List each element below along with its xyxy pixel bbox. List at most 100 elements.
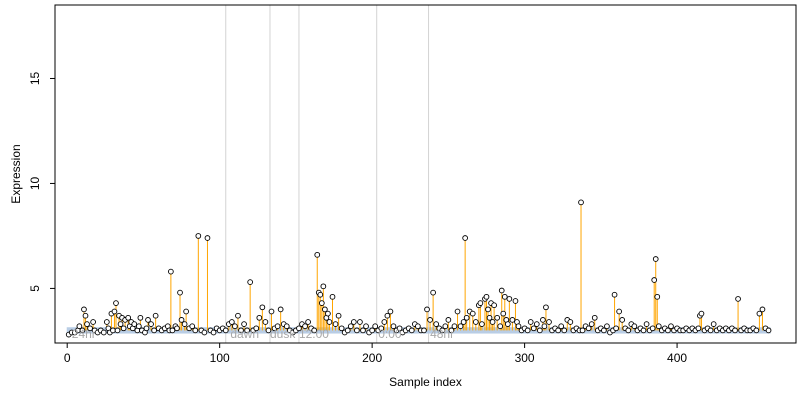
annotation-1: dawn bbox=[230, 327, 259, 341]
data-point-141 bbox=[433, 321, 440, 327]
data-point-191 bbox=[555, 327, 561, 334]
data-point-162 bbox=[486, 314, 493, 321]
data-point-121 bbox=[372, 323, 379, 330]
data-point-10 bbox=[90, 319, 96, 325]
data-point-246 bbox=[707, 327, 714, 334]
data-point-137 bbox=[421, 327, 427, 334]
data-point-94 bbox=[302, 323, 308, 330]
x-tick-label-2: 200 bbox=[362, 351, 382, 365]
y-tick-label-1: 10 bbox=[28, 176, 42, 190]
data-point-181 bbox=[527, 319, 534, 325]
data-point-180 bbox=[524, 327, 531, 334]
data-point-79 bbox=[256, 314, 263, 321]
data-point-222 bbox=[643, 321, 650, 327]
data-point-21 bbox=[113, 300, 119, 306]
y-tick-label-0: 5 bbox=[28, 285, 42, 292]
annotations-group: 24hr dawn dusk 12:00 0:00 48hr bbox=[72, 327, 454, 341]
data-point-195 bbox=[567, 319, 574, 325]
data-point-126 bbox=[387, 308, 394, 315]
data-point-214 bbox=[619, 317, 626, 323]
data-point-55 bbox=[183, 308, 189, 315]
data-point-39 bbox=[145, 317, 151, 323]
data-point-149 bbox=[457, 323, 464, 330]
data-point-152 bbox=[463, 314, 470, 321]
data-point-213 bbox=[616, 308, 622, 315]
data-point-42 bbox=[152, 312, 159, 319]
data-point-78 bbox=[253, 325, 260, 332]
data-point-265 bbox=[765, 327, 772, 334]
data-point-135 bbox=[415, 323, 421, 330]
data-point-15 bbox=[103, 319, 110, 325]
data-point-110 bbox=[338, 325, 345, 332]
data-point-53 bbox=[178, 317, 185, 323]
data-point-101 bbox=[318, 300, 325, 306]
data-point-57 bbox=[189, 323, 196, 330]
data-point-208 bbox=[604, 323, 610, 330]
data-point-26 bbox=[120, 325, 127, 332]
data-point-144 bbox=[442, 323, 449, 330]
data-point-165 bbox=[491, 302, 497, 309]
data-point-20 bbox=[111, 308, 118, 315]
data-point-166 bbox=[494, 314, 501, 321]
data-point-124 bbox=[381, 319, 388, 325]
data-point-86 bbox=[277, 306, 284, 313]
data-point-48 bbox=[168, 268, 174, 275]
data-point-58 bbox=[192, 327, 199, 334]
data-point-173 bbox=[506, 296, 513, 302]
data-point-227 bbox=[654, 293, 661, 300]
data-point-167 bbox=[497, 323, 504, 330]
data-point-147 bbox=[451, 323, 458, 330]
data-point-133 bbox=[408, 327, 415, 334]
data-point-140 bbox=[430, 289, 436, 296]
data-point-114 bbox=[350, 319, 357, 325]
data-point-40 bbox=[148, 321, 154, 327]
spikes-group bbox=[78, 202, 763, 331]
data-point-41 bbox=[151, 327, 157, 334]
data-point-125 bbox=[384, 312, 391, 319]
data-point-4 bbox=[76, 323, 83, 330]
plot-frame bbox=[54, 4, 797, 344]
data-point-207 bbox=[601, 327, 607, 334]
data-point-202 bbox=[585, 325, 592, 332]
data-point-151 bbox=[462, 235, 468, 241]
data-point-192 bbox=[558, 323, 565, 330]
data-point-218 bbox=[631, 323, 638, 330]
data-point-262 bbox=[756, 310, 763, 317]
data-point-9 bbox=[87, 325, 93, 332]
data-point-139 bbox=[427, 317, 433, 323]
data-point-95 bbox=[305, 319, 311, 325]
data-point-34 bbox=[136, 323, 142, 330]
data-point-168 bbox=[498, 287, 505, 294]
data-point-80 bbox=[259, 304, 266, 311]
data-point-103 bbox=[322, 306, 328, 313]
data-point-158 bbox=[479, 321, 485, 327]
data-point-19 bbox=[110, 327, 116, 334]
data-point-183 bbox=[533, 321, 540, 327]
data-point-97 bbox=[311, 327, 318, 334]
data-point-186 bbox=[541, 323, 548, 330]
data-point-200 bbox=[579, 327, 586, 334]
data-point-64 bbox=[210, 329, 217, 336]
data-point-170 bbox=[501, 293, 508, 300]
data-point-7 bbox=[82, 312, 89, 319]
data-point-28 bbox=[125, 314, 132, 321]
data-point-51 bbox=[174, 325, 180, 332]
points-group bbox=[65, 199, 772, 338]
data-point-187 bbox=[543, 304, 549, 311]
data-point-98 bbox=[314, 251, 321, 258]
data-point-228 bbox=[655, 323, 662, 330]
data-point-154 bbox=[469, 310, 476, 317]
data-point-70 bbox=[229, 319, 235, 325]
data-point-172 bbox=[504, 321, 511, 327]
data-point-14 bbox=[100, 329, 107, 336]
data-point-203 bbox=[588, 321, 595, 327]
data-point-74 bbox=[241, 321, 247, 327]
data-point-102 bbox=[320, 283, 327, 290]
data-point-59 bbox=[195, 233, 202, 239]
data-point-146 bbox=[448, 327, 455, 334]
data-point-35 bbox=[137, 314, 144, 321]
data-point-255 bbox=[735, 296, 741, 302]
data-point-5 bbox=[79, 327, 86, 334]
data-point-72 bbox=[235, 312, 241, 319]
